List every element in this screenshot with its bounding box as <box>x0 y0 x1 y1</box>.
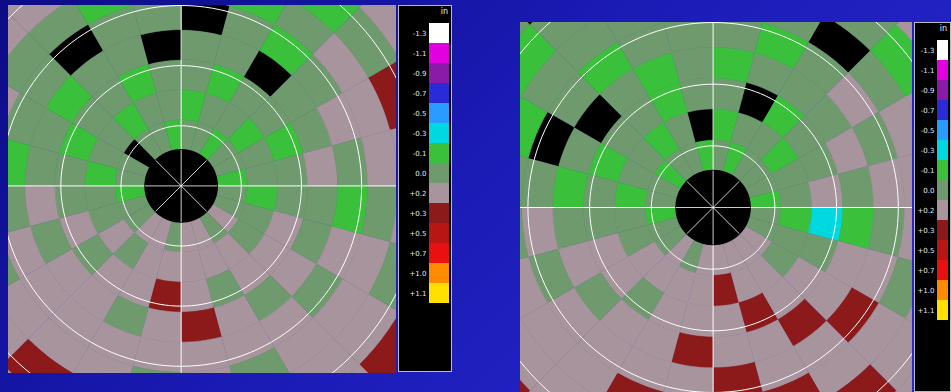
svg-text:+0.3: +0.3 <box>918 227 935 235</box>
svg-text:-0.1: -0.1 <box>921 167 935 175</box>
html-text:in: in <box>440 7 448 16</box>
svg-text:+1.0: +1.0 <box>410 270 427 278</box>
svg-text:+0.7: +0.7 <box>918 267 935 275</box>
html-text:in: in <box>939 24 947 33</box>
svg-text:0.0: 0.0 <box>923 187 934 195</box>
svg-text:+0.2: +0.2 <box>410 190 427 198</box>
svg-text:-0.9: -0.9 <box>413 70 427 78</box>
svg-text:0.0: 0.0 <box>415 170 426 178</box>
svg-text:+0.3: +0.3 <box>410 210 427 218</box>
svg-text:-0.3: -0.3 <box>921 147 935 155</box>
svg-text:-0.3: -0.3 <box>413 130 427 138</box>
svg-text:+0.7: +0.7 <box>410 250 427 258</box>
svg-text:-0.7: -0.7 <box>413 90 427 98</box>
svg-text:-0.9: -0.9 <box>921 87 935 95</box>
svg-text:+0.5: +0.5 <box>410 230 427 238</box>
svg-text:+0.5: +0.5 <box>918 247 935 255</box>
svg-text:-0.7: -0.7 <box>921 107 935 115</box>
svg-text:-0.5: -0.5 <box>413 110 427 118</box>
svg-text:+1.1: +1.1 <box>410 290 427 298</box>
svg-text:-1.1: -1.1 <box>413 50 427 58</box>
svg-text:+0.2: +0.2 <box>918 207 935 215</box>
svg-text:+1.1: +1.1 <box>918 307 935 315</box>
svg-text:-1.3: -1.3 <box>413 30 427 38</box>
svg-text:-0.5: -0.5 <box>921 127 935 135</box>
svg-text:-1.1: -1.1 <box>921 67 935 75</box>
svg-text:+1.0: +1.0 <box>918 287 935 295</box>
svg-text:-1.3: -1.3 <box>921 47 935 55</box>
svg-text:-0.1: -0.1 <box>413 150 427 158</box>
